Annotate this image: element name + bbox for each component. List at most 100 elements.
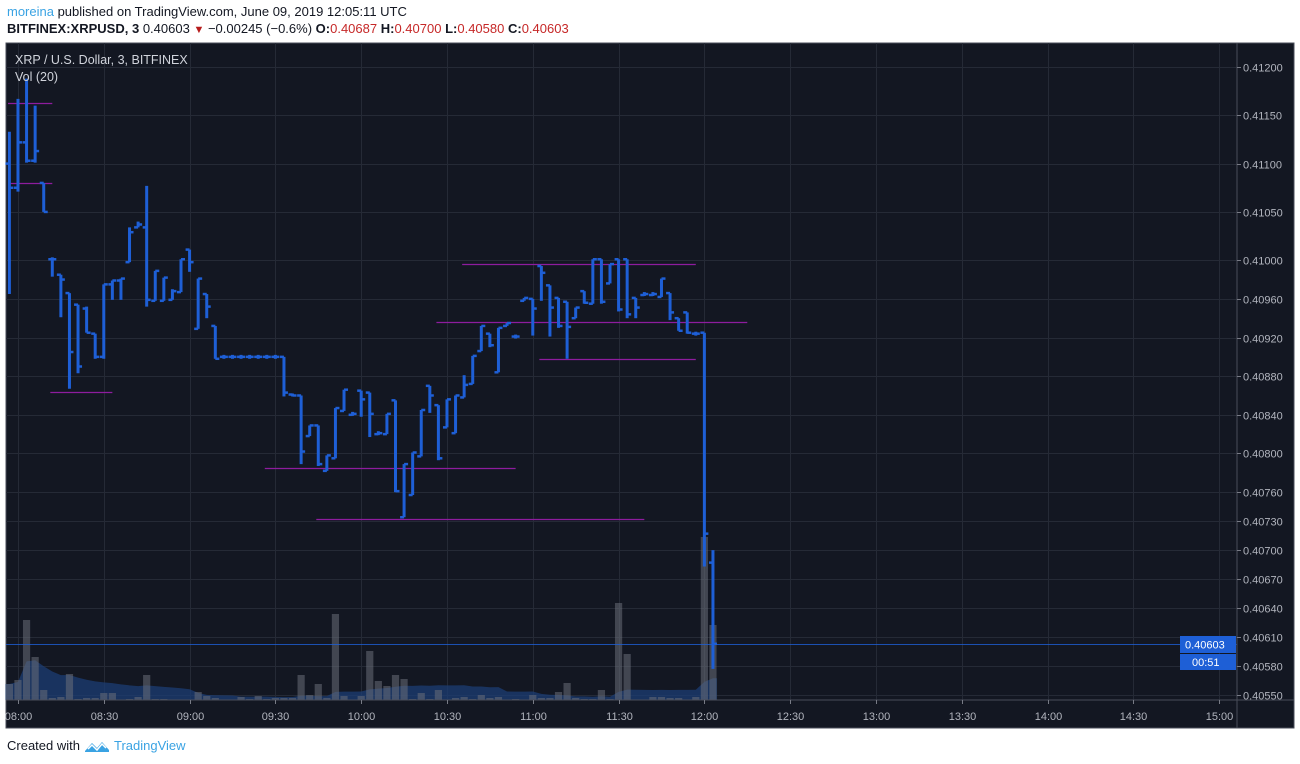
volume-bar	[83, 698, 91, 700]
volume-bar	[649, 697, 657, 700]
tradingview-logo-icon	[84, 741, 109, 752]
volume-bar	[417, 693, 425, 700]
price-tick-label: 0.40760	[1243, 488, 1283, 500]
ohlc-bar	[657, 277, 666, 299]
ohlc-bar	[477, 324, 486, 353]
ohlc-bar	[511, 334, 520, 339]
volume-bar	[383, 686, 391, 700]
open-value: 0.40687	[330, 21, 378, 36]
ohlc-bar	[279, 355, 288, 397]
time-tick-label: 10:30	[434, 711, 462, 723]
volume-bar	[91, 698, 99, 700]
ohlc-bar	[254, 354, 263, 359]
ohlc-bar	[597, 258, 606, 304]
price-tick-label: 0.40700	[1243, 546, 1283, 558]
ohlc-bar	[74, 303, 83, 374]
volume-legend[interactable]: Vol (20)	[15, 70, 59, 84]
price-tick-label: 0.41150	[1243, 111, 1282, 123]
volume-bar	[31, 657, 39, 700]
ohlc-bar	[691, 331, 700, 336]
time-axis[interactable]: 08:00 08:30 09:00 09:30 10:00 10:30 11:00 11:30…	[5, 700, 1234, 723]
ohlc-bar	[228, 354, 237, 359]
ohlc-bar	[48, 257, 57, 277]
time-tick-label: 10:00	[348, 711, 376, 723]
volume-bar	[280, 698, 288, 700]
ohlc-bar	[142, 185, 151, 307]
tradingview-link[interactable]: TradingView	[113, 738, 186, 753]
ohlc-bar	[288, 393, 297, 397]
volume-bar	[572, 698, 580, 700]
ohlc-bar	[631, 296, 640, 319]
ohlc-bar	[177, 258, 185, 294]
time-tick-label: 15:00	[1206, 711, 1234, 723]
price-tick-label: 0.40800	[1243, 449, 1283, 461]
time-tick-label: 11:00	[520, 711, 547, 723]
ohlc-bar	[91, 332, 100, 359]
price-tick-label: 0.40920	[1243, 334, 1283, 346]
ohlc-bar	[374, 431, 383, 436]
time-tick-label: 12:30	[777, 711, 805, 723]
last-price-label: 0.40603	[1185, 640, 1225, 652]
author-link[interactable]: moreina	[7, 4, 54, 19]
price-tick-label: 0.40640	[1243, 604, 1283, 616]
time-tick-label: 09:30	[262, 711, 290, 723]
price-axis[interactable]: 0.41200 0.41150 0.41100 0.41050 0.41000 0.409…	[1237, 63, 1283, 703]
countdown-label: 00:51	[1192, 657, 1220, 669]
volume-bar	[100, 693, 108, 700]
ohlc-bar	[340, 388, 349, 413]
ohlc-bar	[219, 354, 228, 359]
volume-bar	[529, 695, 537, 700]
time-tick-label: 13:30	[949, 711, 977, 723]
ohlc-bar	[520, 296, 529, 303]
ohlc-bar	[434, 403, 443, 461]
volume-bar	[211, 698, 219, 700]
ohlc-bar	[134, 221, 143, 229]
ohlc-bar	[194, 277, 203, 331]
ohlc-bar	[400, 462, 409, 519]
ohlc-bar	[460, 375, 469, 399]
ohlc-bar	[31, 105, 40, 163]
last-price-badge	[1180, 636, 1236, 653]
ohlc-bar	[683, 311, 692, 334]
volume-ma-area	[5, 660, 717, 700]
ohlc-bar	[606, 262, 614, 285]
volume-bar	[194, 692, 202, 700]
ohlc-bar	[39, 181, 48, 214]
ohlc-bar	[65, 291, 74, 389]
chart-legend-title: XRP / U.S. Dollar, 3, BITFINEX	[15, 53, 188, 67]
publish-text: published on TradingView.com, June 09, 2…	[53, 4, 407, 19]
volume-bar	[271, 698, 279, 700]
ohlc-bar	[151, 269, 160, 303]
ohlc-bar	[648, 292, 657, 297]
close-label: C:	[507, 21, 522, 36]
ohlc-bar	[357, 389, 366, 417]
ohlc-bar	[82, 306, 91, 334]
ohlc-bar	[571, 306, 580, 320]
volume-bar	[623, 654, 631, 700]
ohlc-bar	[262, 354, 271, 359]
ohlc-bar	[271, 354, 280, 359]
volume-bar	[48, 698, 56, 700]
volume-bar	[675, 698, 683, 700]
time-tick-label: 08:30	[91, 711, 119, 723]
price-tick-label: 0.40580	[1243, 662, 1283, 674]
ohlc-bar	[442, 398, 451, 429]
volume-bar	[5, 684, 13, 700]
volume-bar	[366, 651, 374, 700]
ohlc-bar	[640, 292, 649, 297]
price-tick-label: 0.40730	[1243, 517, 1283, 529]
ohlc-bar	[365, 391, 374, 438]
ohlc-bar	[108, 279, 117, 300]
time-tick-label: 14:00	[1035, 711, 1063, 723]
ohlc-bar	[305, 424, 314, 438]
ohlc-series	[5, 78, 717, 669]
volume-bar	[237, 697, 245, 700]
volume-bar	[374, 681, 382, 700]
time-tick-label: 14:30	[1120, 711, 1148, 723]
volume-bar	[666, 698, 674, 700]
time-tick-label: 13:00	[863, 711, 891, 723]
drawings[interactable]	[6, 102, 1237, 645]
volume-bar	[554, 692, 563, 700]
ohlc-bar	[408, 451, 417, 497]
